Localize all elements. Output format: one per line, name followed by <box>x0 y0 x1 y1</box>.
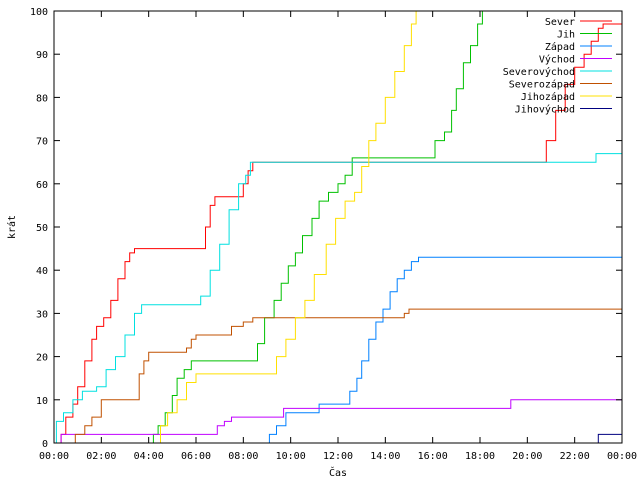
x-tick-label: 00:00 <box>607 451 637 462</box>
series-line-3 <box>54 399 622 444</box>
y-tick-label: 20 <box>36 353 48 364</box>
y-tick-label: 90 <box>36 50 48 61</box>
x-tick-label: 22:00 <box>560 451 590 462</box>
series-line-6 <box>54 10 622 444</box>
y-tick-label: 70 <box>36 137 48 148</box>
y-tick-label: 60 <box>36 180 48 191</box>
y-tick-label: 30 <box>36 309 48 320</box>
legend-label-4: Severovýchod <box>503 66 575 78</box>
y-tick-label: 40 <box>36 266 48 277</box>
x-tick-label: 18:00 <box>465 451 495 462</box>
legend-label-3: Východ <box>539 54 575 66</box>
x-tick-label: 20:00 <box>512 451 542 462</box>
series-line-5 <box>54 308 622 444</box>
y-tick-label: 80 <box>36 93 48 104</box>
y-axis-label: krát <box>6 215 18 239</box>
x-tick-label: 10:00 <box>276 451 306 462</box>
x-tick-label: 06:00 <box>181 451 211 462</box>
x-tick-label: 14:00 <box>370 451 400 462</box>
legend-label-1: Jih <box>557 30 575 41</box>
x-tick-label: 16:00 <box>418 451 448 462</box>
y-tick-label: 0 <box>42 439 48 450</box>
series-line-4 <box>54 153 622 444</box>
y-tick-label: 100 <box>30 7 48 18</box>
axis-ticks: 0 10 20 30 40 50 60 70 80 90 100 00:00 02:00 04:00 06:… <box>30 7 637 462</box>
x-axis-label: Čas <box>329 466 347 479</box>
legend: Sever JihZápadVýchodSeverovýchodSeverozáp… <box>503 17 612 116</box>
series-line-1 <box>54 10 622 444</box>
y-tick-label: 10 <box>36 396 48 407</box>
x-tick-label: 00:00 <box>39 451 69 462</box>
x-tick-label: 12:00 <box>323 451 353 462</box>
legend-label-7: Jihovýchod <box>515 104 575 116</box>
legend-label-6: Jihozápad <box>521 91 575 103</box>
legend-label-0: Sever <box>545 17 575 28</box>
legend-label-5: Severozápad <box>509 79 575 91</box>
series-line-2 <box>54 256 622 444</box>
series-line-0 <box>54 23 622 444</box>
x-tick-label: 04:00 <box>134 451 164 462</box>
legend-label-2: Západ <box>545 41 575 53</box>
y-tick-label: 50 <box>36 223 48 234</box>
x-tick-label: 08:00 <box>228 451 258 462</box>
x-tick-label: 02:00 <box>86 451 116 462</box>
